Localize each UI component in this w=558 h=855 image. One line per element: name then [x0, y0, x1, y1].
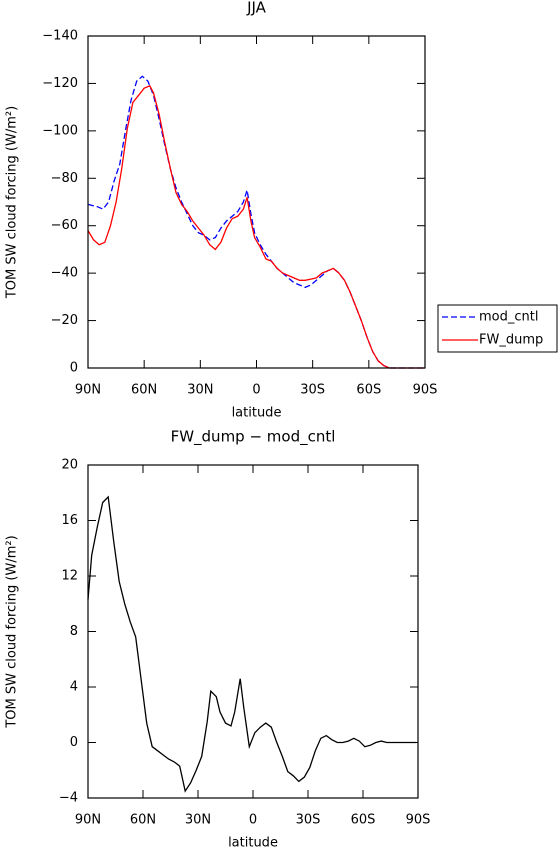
plot-frame: [87, 35, 426, 369]
y-tick-label: 12: [61, 569, 78, 584]
y-tick-label: 20: [61, 458, 78, 473]
x-tick-label: 30N: [185, 813, 211, 828]
y-axis-label: TOM SW cloud forcing (W/m²): [5, 535, 20, 728]
x-tick-label: 90S: [413, 383, 438, 398]
data-line: [87, 84, 425, 369]
x-tick-label: 60N: [131, 383, 157, 398]
y-tick-label: −80: [51, 171, 78, 186]
y-tick-label: −40: [51, 266, 78, 281]
plot-frame: [87, 464, 419, 799]
x-tick-label: 90S: [406, 813, 431, 828]
chart-title: JJA: [246, 0, 267, 17]
y-tick-label: −60: [51, 218, 78, 233]
x-tick-label: 90N: [75, 813, 101, 828]
x-axis-label: latitude: [232, 406, 282, 421]
legend-label: mod_cntl: [479, 310, 538, 325]
x-tick-label: 60S: [351, 813, 376, 828]
x-tick-label: 30S: [300, 383, 325, 398]
y-tick-label: 16: [61, 513, 78, 528]
x-axis-label: latitude: [228, 836, 278, 851]
legend-box: [437, 304, 558, 353]
data-line: [87, 75, 425, 369]
x-tick-label: 60N: [130, 813, 156, 828]
data-line: [87, 495, 417, 793]
y-tick-label: −4: [59, 791, 78, 806]
x-tick-label: 60S: [356, 383, 381, 398]
y-tick-label: 8: [70, 624, 78, 639]
y-tick-label: −20: [51, 313, 78, 328]
chart-title: FW_dump − mod_cntl: [171, 428, 336, 447]
x-tick-label: 0: [249, 813, 257, 828]
x-tick-label: 0: [252, 383, 260, 398]
legend-label: FW_dump: [479, 333, 543, 348]
y-tick-label: 4: [70, 680, 78, 695]
y-tick-label: −120: [42, 76, 78, 91]
x-tick-label: 30N: [187, 383, 213, 398]
x-tick-label: 30S: [296, 813, 321, 828]
y-tick-label: 0: [70, 361, 78, 376]
y-axis-label: TOM SW cloud forcing (W/m²): [5, 106, 20, 299]
y-tick-label: −140: [42, 29, 78, 44]
y-tick-label: −100: [42, 123, 78, 138]
x-tick-label: 90N: [75, 383, 101, 398]
y-tick-label: 0: [70, 735, 78, 750]
